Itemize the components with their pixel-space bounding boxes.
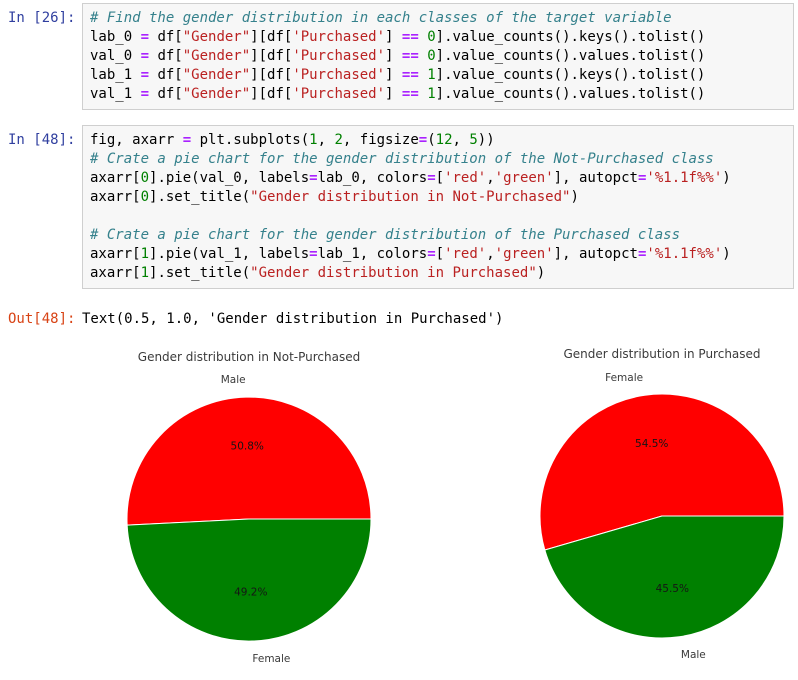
pie-chart-not-purchased: Gender distribution in Not-Purchased Male… [126,350,372,665]
code-cell-26: In [26]: # Find the gender distribution … [4,3,794,110]
slice-percent-label: 50.8% [231,440,264,452]
code-editor[interactable]: # Find the gender distribution in each c… [82,3,794,110]
code-editor[interactable]: fig, axarr = plt.subplots(1, 2, figsize=… [82,125,794,289]
pie-chart-purchased: Gender distribution in Purchased Female 54… [539,347,785,661]
output-text: Text(0.5, 1.0, 'Gender distribution in P… [82,311,504,327]
output-cell-48: Out[48]: Text(0.5, 1.0, 'Gender distribu… [4,304,794,329]
pie-figure-svg: Gender distribution in Not-Purchased Male… [126,347,785,665]
slice-percent-label: 54.5% [635,438,668,450]
chart-title: Gender distribution in Purchased [563,347,760,361]
input-prompt: In [48]: [8,132,76,148]
pie-slice-male [544,515,785,639]
slice-label-female: Female [252,653,290,665]
slice-label-female: Female [605,372,643,384]
pie-slice-female [539,393,785,551]
input-prompt: In [26]: [8,10,76,26]
chart-title: Gender distribution in Not-Purchased [138,350,360,364]
slice-label-male: Male [221,374,246,386]
pie-slice-male [126,396,372,526]
pie-slice-female [126,518,372,642]
figure-output: Gender distribution in Not-Purchased Male… [0,329,798,680]
output-prompt: Out[48]: [8,311,76,327]
slice-percent-label: 49.2% [234,587,267,599]
slice-percent-label: 45.5% [656,583,689,595]
slice-label-male: Male [681,649,706,661]
code-cell-48: In [48]: fig, axarr = plt.subplots(1, 2,… [4,125,794,289]
